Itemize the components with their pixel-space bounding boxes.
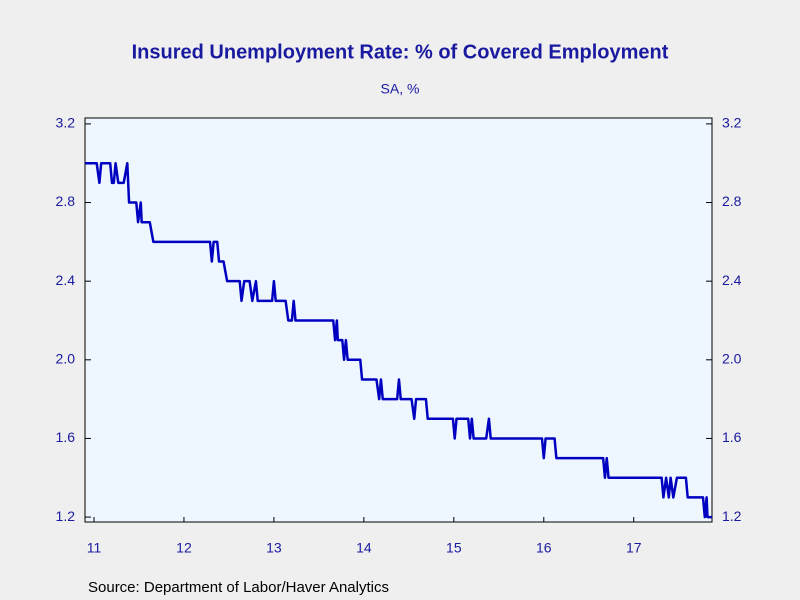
chart-subtitle: SA, % <box>381 81 420 97</box>
x-tick-label: 12 <box>176 540 192 556</box>
y-tick-label: 2.0 <box>56 351 76 367</box>
y-tick-label: 1.6 <box>56 429 76 445</box>
chart-title: Insured Unemployment Rate: % of Covered … <box>132 41 669 63</box>
y2-tick-label: 2.0 <box>722 351 742 367</box>
y-tick-label: 2.8 <box>56 193 76 209</box>
x-tick-label: 11 <box>87 540 102 556</box>
y-tick-label: 1.2 <box>56 508 76 524</box>
x-tick-label: 17 <box>626 540 642 556</box>
x-tick-label: 13 <box>266 540 282 556</box>
y2-tick-label: 1.2 <box>722 508 742 524</box>
y2-tick-label: 2.4 <box>722 272 742 288</box>
data-line <box>85 161 712 519</box>
y2-tick-label: 1.6 <box>722 429 742 445</box>
y2-tick-label: 2.8 <box>722 193 742 209</box>
y-tick-label: 2.4 <box>56 272 76 288</box>
x-tick-label: 14 <box>356 540 372 556</box>
plot-area <box>84 117 713 523</box>
x-tick-label: 16 <box>536 540 552 556</box>
y-tick-label: 3.2 <box>56 115 76 131</box>
source-note: Source: Department of Labor/Haver Analyt… <box>88 579 389 596</box>
x-tick-label: 15 <box>446 540 462 556</box>
y2-tick-label: 3.2 <box>722 115 742 131</box>
